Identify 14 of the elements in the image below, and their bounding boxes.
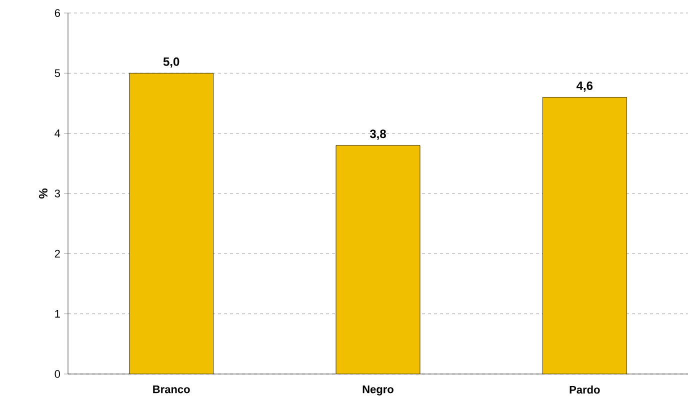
y-tick-label: 6	[54, 9, 60, 17]
y-axis-title: %	[39, 188, 48, 199]
x-tick-label: Negro	[362, 386, 394, 396]
y-tick-label: 4	[54, 130, 60, 138]
data-label: 4,6	[576, 81, 593, 92]
y-tick-label: 0	[54, 370, 60, 378]
x-tick-label: Pardo	[570, 386, 600, 394]
y-tick-label: 5	[54, 69, 60, 78]
y-tick-label: 2	[54, 250, 60, 258]
data-label: 5,0	[163, 57, 180, 68]
y-tick-label: 3	[54, 190, 60, 198]
y-tick-label: 1	[55, 310, 60, 318]
x-tick-label: Branco	[153, 386, 190, 394]
data-label: 3,8	[370, 130, 386, 140]
